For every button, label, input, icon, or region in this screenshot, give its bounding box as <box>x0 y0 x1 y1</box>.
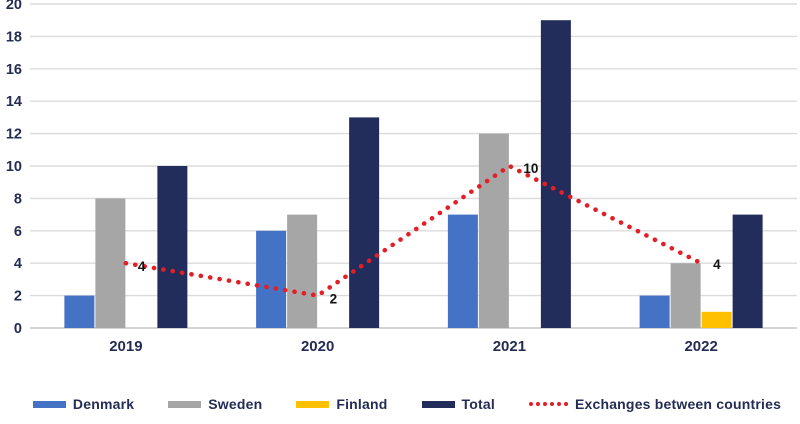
legend-dot <box>528 402 533 406</box>
legend-dotted-line-sample <box>528 402 568 406</box>
exchanges-line <box>123 163 704 299</box>
bar-denmark-2020 <box>256 230 287 328</box>
x-axis-label-2020: 2020 <box>301 338 334 355</box>
bar-sweden-2022 <box>670 263 701 328</box>
legend-label-finland: Finland <box>336 396 388 412</box>
y-tick-label-6: 6 <box>14 224 22 240</box>
bar-total-2021 <box>540 20 571 328</box>
legend-dot <box>556 402 561 406</box>
legend-dot <box>563 402 568 406</box>
legend-swatch-total <box>421 400 455 408</box>
line-data-label-2020: 2 <box>330 292 338 307</box>
legend-item-denmark: Denmark <box>32 396 135 412</box>
line-data-label-2019: 4 <box>138 259 146 274</box>
y-tick-label-2: 2 <box>14 289 22 305</box>
y-tick-label-16: 16 <box>6 62 22 78</box>
y-tick-label-12: 12 <box>6 127 22 143</box>
x-axis-label-2022: 2022 <box>684 338 717 355</box>
legend-item-sweden: Sweden <box>168 396 262 412</box>
legend-label-exchanges: Exchanges between countries <box>574 396 782 412</box>
legend-item-total: Total <box>421 396 495 412</box>
bar-denmark-2022 <box>639 295 670 328</box>
y-tick-label-20: 20 <box>6 0 22 13</box>
bar-denmark-2021 <box>447 214 478 328</box>
legend-item-finland: Finland <box>296 396 387 412</box>
legend-swatch-sweden <box>168 400 202 408</box>
bar-sweden-2019 <box>95 198 126 328</box>
legend-label-total: Total <box>461 396 495 412</box>
y-tick-label-0: 0 <box>14 321 22 337</box>
bar-denmark-2019 <box>64 295 95 328</box>
y-tick-label-18: 18 <box>6 29 22 45</box>
bar-sweden-2021 <box>478 133 509 328</box>
y-tick-label-8: 8 <box>14 191 22 207</box>
legend-swatch-finland <box>296 400 330 408</box>
bar-total-2020 <box>349 117 380 329</box>
y-tick-label-4: 4 <box>14 256 22 272</box>
legend-label-denmark: Denmark <box>72 396 135 412</box>
line-data-label-2021: 10 <box>523 161 538 176</box>
legend-dot <box>549 402 554 406</box>
bar-total-2022 <box>732 214 763 328</box>
bar-sweden-2020 <box>287 214 318 328</box>
bar-total-2019 <box>157 166 188 328</box>
legend-dot <box>535 402 540 406</box>
x-axis-label-2021: 2021 <box>493 338 526 355</box>
legend-item-exchanges: Exchanges between countries <box>528 396 782 412</box>
line-data-label-2022: 4 <box>713 257 721 272</box>
bar-finland-2022 <box>701 311 732 328</box>
y-tick-label-10: 10 <box>6 159 22 175</box>
legend: Denmark Sweden Finland Total Exchanges betwe… <box>0 396 800 412</box>
x-axis-label-2019: 2019 <box>109 338 142 355</box>
legend-dot <box>542 402 547 406</box>
plot-area: 0 2 4 6 8 10 12 14 16 18 20 2019 2020 2021 2022 4 2 10 4 <box>6 0 797 355</box>
y-tick-label-14: 14 <box>6 94 22 110</box>
legend-label-sweden: Sweden <box>208 396 263 412</box>
legend-swatch-denmark <box>32 400 66 408</box>
